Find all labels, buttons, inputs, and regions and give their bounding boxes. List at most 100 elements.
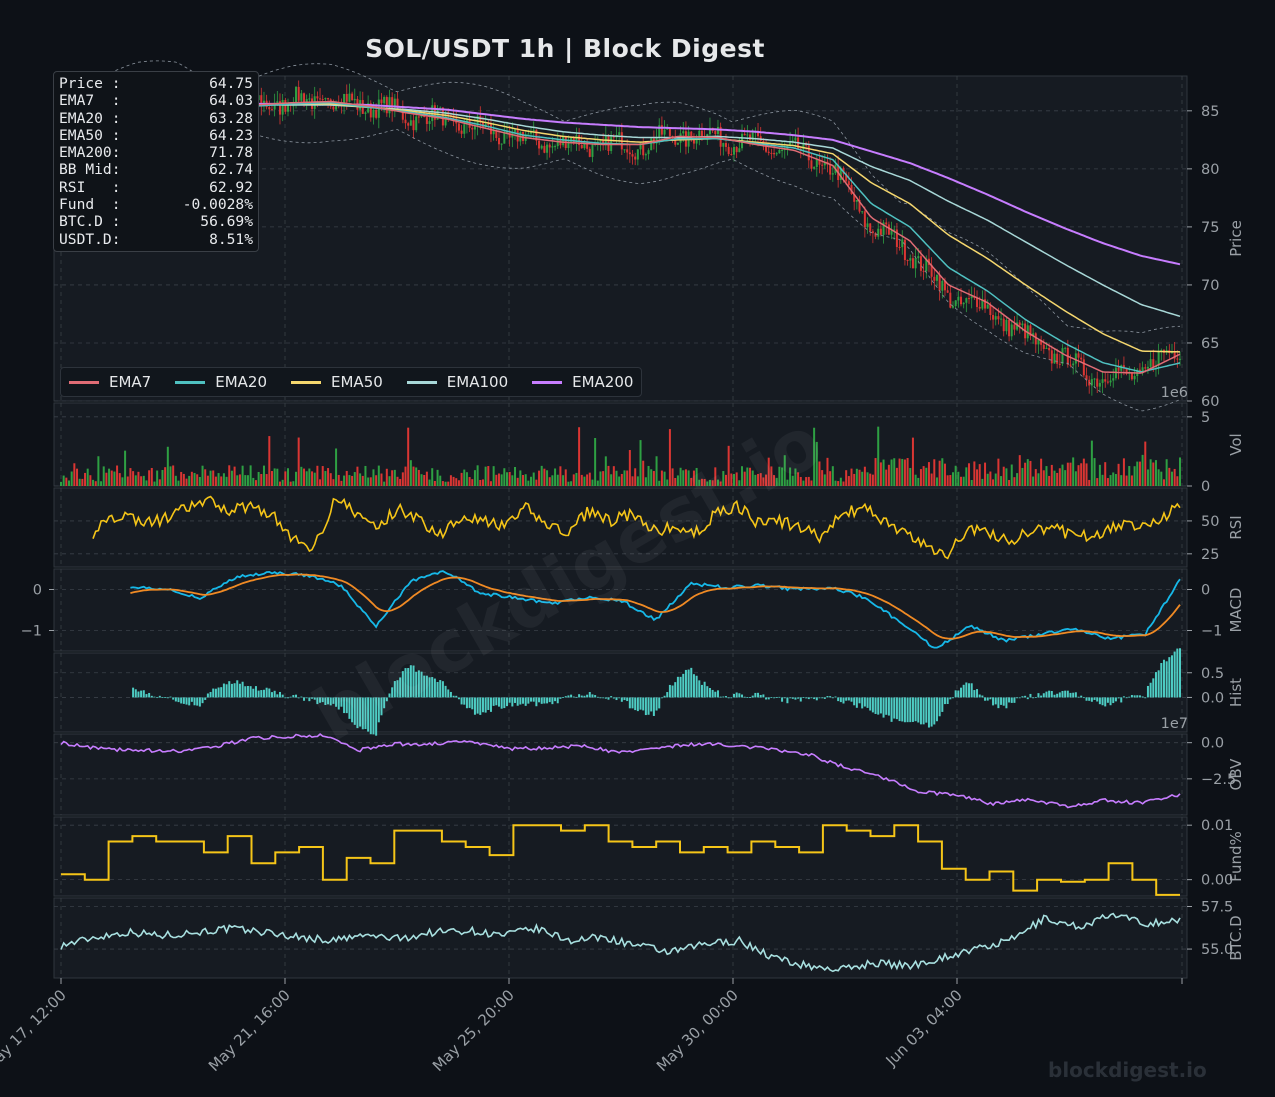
candle-body [404, 119, 407, 124]
volume-bar [845, 470, 848, 486]
candle-body [599, 140, 602, 142]
volume-bar [337, 474, 340, 486]
volume-bar [706, 481, 709, 486]
volume-bar [631, 476, 634, 486]
volume-bar [1149, 459, 1152, 486]
histogram-bar [882, 697, 885, 718]
histogram-bar [225, 684, 228, 698]
volume-bar [927, 462, 930, 486]
histogram-bar [863, 697, 866, 707]
candle-body [588, 148, 591, 157]
histogram-bar [695, 675, 698, 698]
histogram-bar [198, 697, 201, 707]
volume-bar [922, 466, 925, 486]
histogram-bar [1128, 696, 1131, 698]
candle-body [369, 103, 372, 118]
histogram-bar [1077, 696, 1080, 698]
volume-bar [476, 465, 479, 486]
histogram-bar [233, 683, 236, 698]
candle-body [1157, 350, 1160, 366]
candle-body [994, 316, 997, 320]
volume-bar [607, 465, 610, 486]
candle-body [863, 211, 866, 228]
y-tick-label-price: 75 [1201, 220, 1219, 236]
volume-bar [773, 475, 776, 486]
volume-bar [193, 472, 196, 486]
volume-bar [935, 477, 938, 486]
volume-bar [650, 469, 653, 486]
histogram-bar [295, 694, 298, 698]
volume-bar [951, 472, 954, 486]
volume-bar [1088, 479, 1091, 486]
candle-body [658, 125, 661, 138]
histogram-bar [698, 680, 701, 698]
histogram-bar [610, 696, 613, 698]
volume-bar [449, 475, 452, 486]
volume-bar [505, 472, 508, 486]
volume-bar [551, 475, 554, 486]
histogram-bar [164, 697, 167, 698]
histogram-bar [845, 697, 848, 701]
histogram-bar [196, 697, 199, 706]
volume-bar [1093, 458, 1096, 486]
chart-legend: EMA7 EMA20 EMA50 EMA100 EMA200 [60, 367, 643, 397]
volume-bar [1072, 457, 1075, 486]
histogram-bar [1093, 697, 1096, 700]
volume-bar [882, 459, 885, 486]
histogram-bar [1152, 678, 1155, 698]
candle-body [1125, 368, 1128, 374]
histogram-bars [132, 648, 1181, 736]
histogram-bar [826, 696, 829, 698]
candle-body [1117, 367, 1120, 371]
histogram-bar [180, 697, 183, 704]
volume-bar [417, 469, 420, 486]
histogram-bar [570, 694, 573, 698]
volume-bar [270, 471, 273, 486]
candle-body [1061, 348, 1064, 364]
volume-bar [1010, 464, 1013, 486]
candle-body [898, 247, 901, 249]
volume-bar [108, 468, 111, 486]
histogram-bar [810, 697, 813, 699]
volume-bar [185, 478, 188, 486]
volume-bar [327, 468, 330, 486]
histogram-bar [690, 667, 693, 698]
histogram-bar [679, 676, 682, 698]
volume-bar [1109, 475, 1112, 486]
volume-bar [960, 476, 963, 486]
histogram-bar [1008, 697, 1011, 703]
histogram-bar [1122, 696, 1125, 698]
volume-bar [799, 476, 802, 486]
histogram-bar [308, 697, 311, 702]
histogram-bar [815, 697, 818, 701]
histogram-bar [834, 696, 837, 698]
volume-bar [1042, 470, 1045, 486]
volume-bar [401, 472, 404, 486]
histogram-bar [626, 697, 629, 702]
histogram-bar [1165, 661, 1168, 698]
histogram-bar [153, 696, 156, 698]
candle-body [727, 146, 730, 155]
volume-bar [1146, 469, 1149, 486]
candle-body [1077, 353, 1080, 358]
histogram-bar [786, 697, 789, 704]
histogram-bar [260, 690, 263, 698]
histogram-bar [169, 696, 172, 698]
y-tick-label-macd: 0 [1201, 583, 1210, 599]
volume-bar [1138, 461, 1141, 486]
candle-body [562, 136, 565, 146]
histogram-bar [487, 697, 490, 710]
histogram-bar [901, 697, 904, 722]
histogram-bar [666, 692, 669, 698]
volume-bar [754, 474, 757, 486]
histogram-bar [1168, 657, 1171, 698]
candle-body [738, 148, 741, 153]
volume-bar [300, 466, 303, 486]
volume-bar [628, 450, 631, 486]
candle-body [810, 160, 813, 169]
volume-bar [623, 470, 626, 486]
volume-bar [468, 477, 471, 486]
histogram-bar [655, 697, 658, 711]
volume-bar [524, 474, 527, 486]
histogram-bar [132, 687, 135, 698]
